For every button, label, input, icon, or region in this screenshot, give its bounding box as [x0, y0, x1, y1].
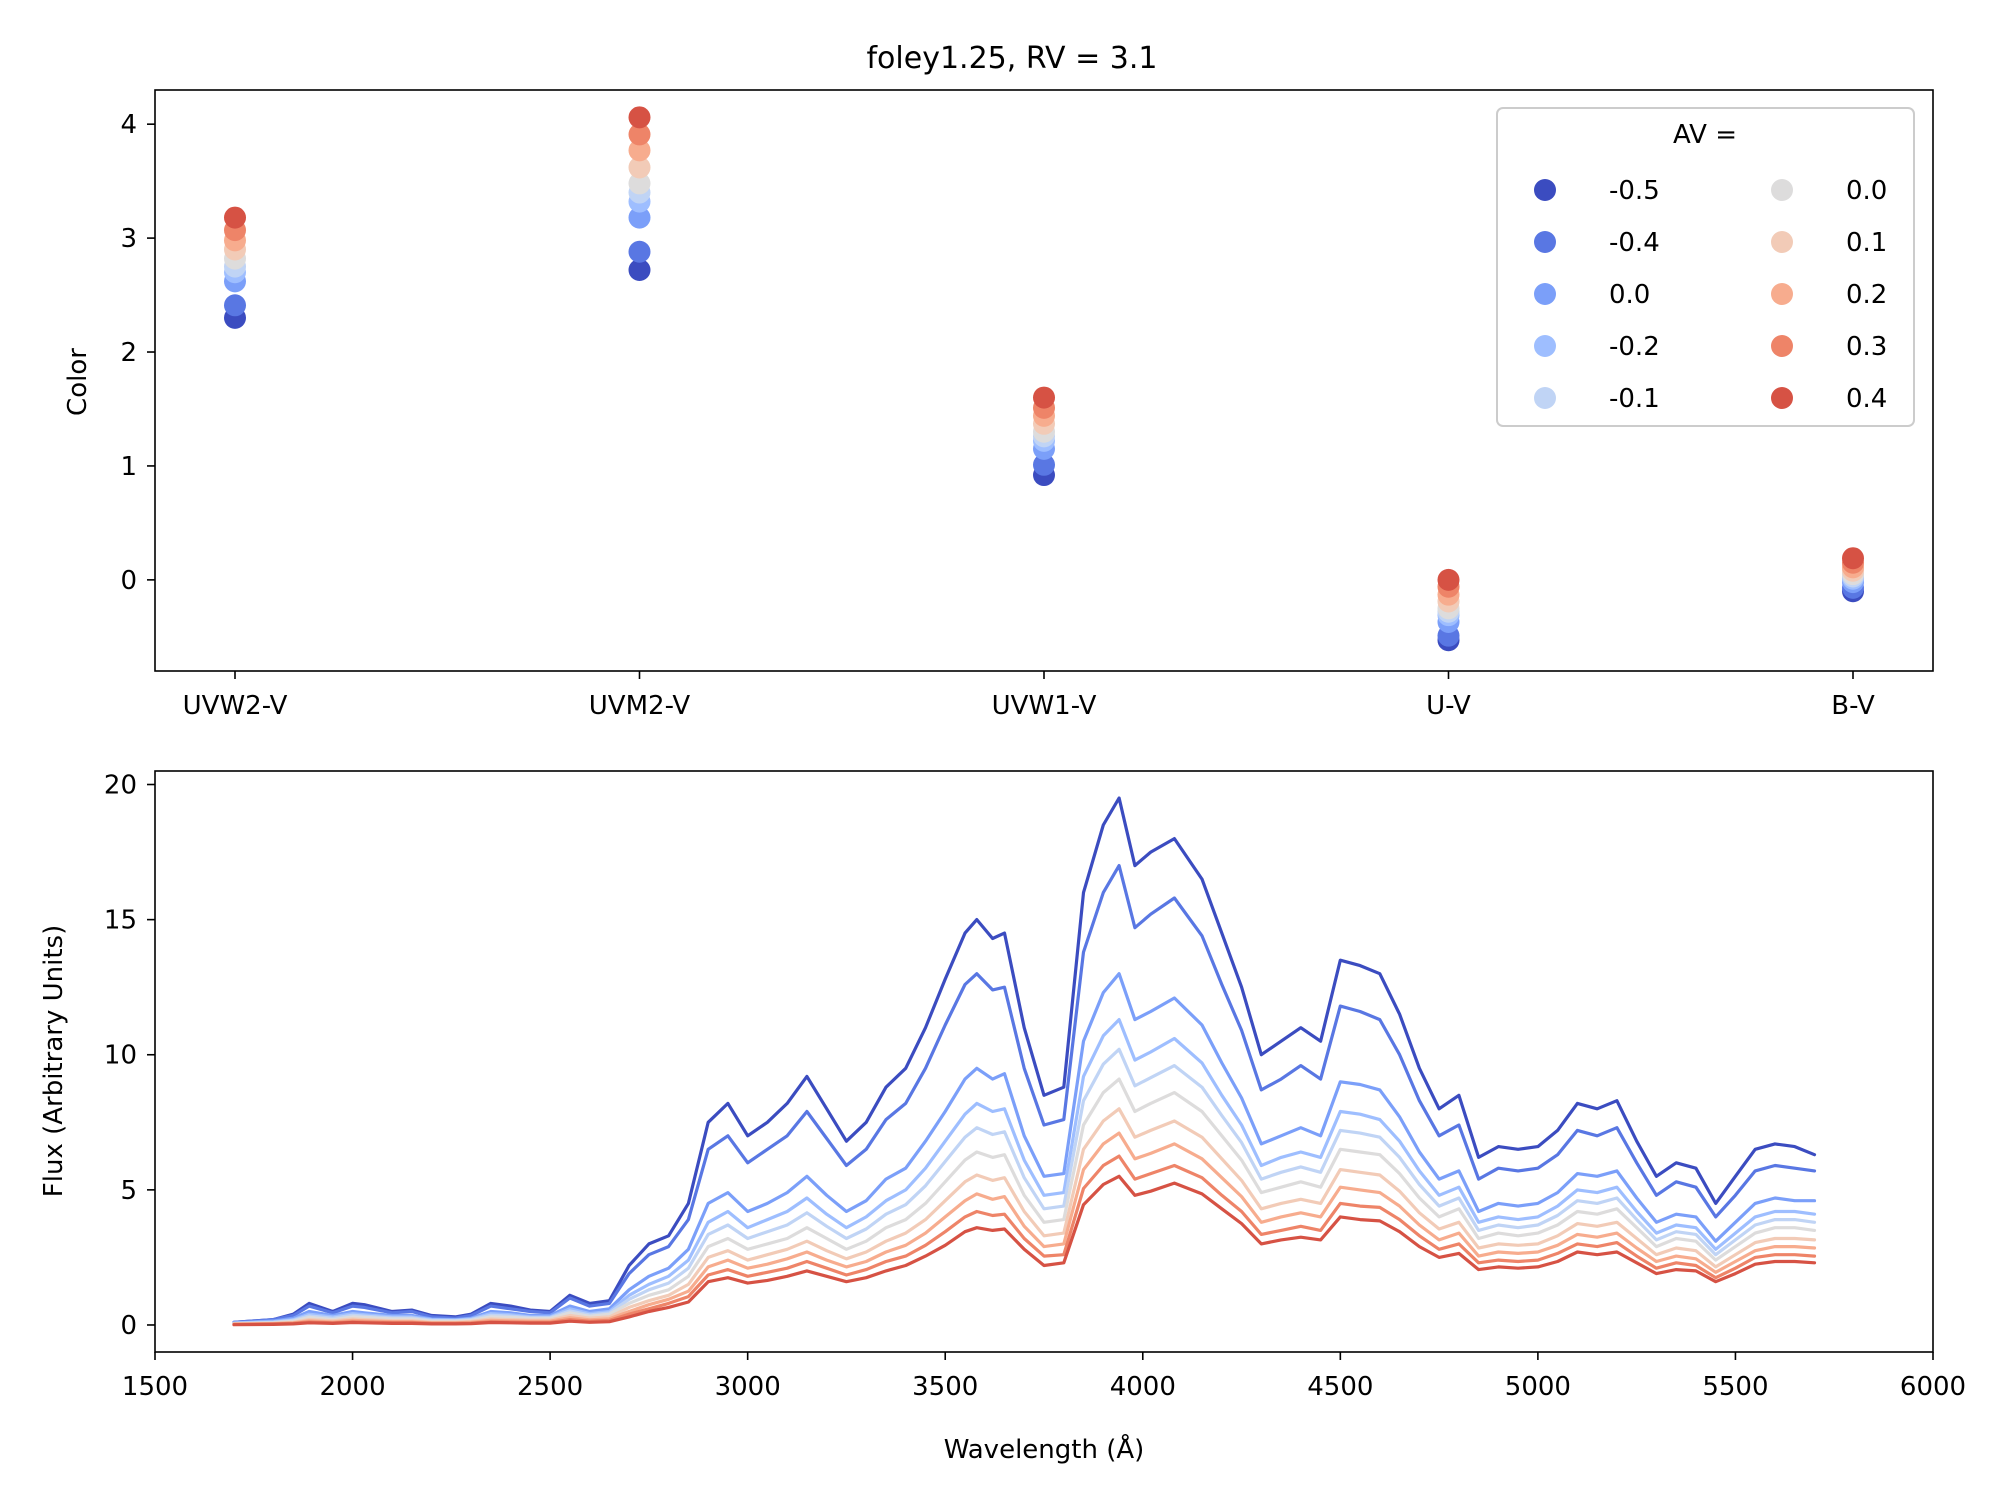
color-axes: UVW2-V UVM2-V UVW1-V U-V B-V 0 1 2 3 4	[120, 110, 1875, 721]
color-point	[628, 258, 651, 281]
legend-label: -0.2	[1609, 332, 1660, 362]
y-tick-label: 20	[104, 771, 137, 801]
color-point	[628, 139, 651, 162]
legend-label: 0.4	[1846, 384, 1887, 414]
x-tick-label: 4000	[1110, 1372, 1176, 1402]
legend-marker	[1534, 179, 1556, 201]
legend-frame	[1496, 107, 1915, 427]
legend-label: 0.3	[1846, 332, 1887, 362]
x-tick-label: UVW1-V	[992, 691, 1097, 721]
color-point	[628, 240, 651, 263]
x-tick-label: 5500	[1702, 1372, 1768, 1402]
flux-series-line	[232, 863, 1817, 1324]
color-point	[628, 156, 651, 179]
x-tick-label: U-V	[1426, 691, 1471, 721]
legend-marker	[1771, 387, 1793, 409]
chart-title: foley1.25, RV = 3.1	[867, 41, 1158, 76]
flux-plot-frame	[154, 770, 1934, 1353]
color-point	[224, 294, 246, 317]
flux-line-marks	[232, 796, 1817, 1327]
y-tick-label: 5	[120, 1176, 137, 1206]
legend: AV = -0.5 -0.4 0.0 -0.2 -0.1 0.0 0.1 0.2 0.3 0.4	[1496, 107, 1915, 427]
legend-label: -0.4	[1609, 228, 1660, 258]
flux-panel: 1500 2000 2500 3000 3500 4000 4500 5000 5500 6000…	[39, 770, 1966, 1465]
x-tick-label: 2000	[319, 1372, 385, 1402]
x-tick-label: 6000	[1900, 1372, 1966, 1402]
flux-x-axis-label: Wavelength (Å)	[944, 1433, 1145, 1465]
x-tick-label: 5000	[1505, 1372, 1571, 1402]
legend-marker	[1771, 231, 1793, 253]
y-tick-label: 10	[104, 1041, 137, 1071]
y-tick-label: 2	[120, 338, 137, 368]
x-tick-label: UVW2-V	[183, 691, 288, 721]
color-point	[1842, 547, 1864, 570]
color-y-axis-label: Color	[63, 348, 93, 416]
flux-series-line	[232, 1174, 1817, 1327]
legend-marker	[1771, 179, 1793, 201]
flux-series-line	[232, 1077, 1817, 1326]
x-tick-label: UVM2-V	[589, 691, 691, 721]
legend-title: AV =	[1673, 120, 1737, 150]
x-tick-label: 1500	[122, 1372, 188, 1402]
color-scatter-marks	[224, 106, 1864, 652]
legend-label: 0.0	[1846, 176, 1887, 206]
legend-label: 0.0	[1609, 280, 1650, 310]
legend-marker	[1534, 283, 1556, 305]
legend-label: 0.2	[1846, 280, 1887, 310]
color-point	[628, 206, 651, 229]
color-point	[628, 123, 651, 146]
x-tick-label: 2500	[517, 1372, 583, 1402]
color-panel: foley1.25, RV = 3.1 UVW2-V UVM2-V UVW1-V U-…	[63, 41, 1934, 721]
x-tick-label: 3000	[715, 1372, 781, 1402]
legend-marker	[1534, 335, 1556, 357]
y-tick-label: 1	[120, 452, 137, 482]
legend-label: -0.5	[1609, 176, 1660, 206]
y-tick-label: 4	[120, 110, 137, 140]
legend-marker	[1534, 387, 1556, 409]
color-point	[1033, 386, 1055, 409]
color-plot-frame	[154, 89, 1934, 672]
color-point	[628, 106, 651, 129]
color-point	[628, 172, 651, 195]
y-tick-label: 0	[120, 566, 137, 596]
x-tick-label: 4500	[1307, 1372, 1373, 1402]
flux-y-axis-label: Flux (Arbitrary Units)	[39, 925, 69, 1197]
y-tick-label: 3	[120, 224, 137, 254]
legend-entries: -0.5 -0.4 0.0 -0.2 -0.1 0.0 0.1 0.2 0.3 0.4	[1534, 176, 1887, 414]
x-tick-label: B-V	[1831, 691, 1875, 721]
y-tick-label: 0	[120, 1311, 137, 1341]
color-point	[1033, 453, 1055, 476]
legend-label: 0.1	[1846, 228, 1887, 258]
color-point	[1437, 568, 1460, 591]
x-tick-label: 3500	[912, 1372, 978, 1402]
color-point	[224, 206, 246, 229]
legend-marker	[1534, 231, 1556, 253]
flux-axes: 1500 2000 2500 3000 3500 4000 4500 5000 5500 6000…	[104, 771, 1966, 1402]
legend-marker	[1771, 283, 1793, 305]
flux-series-line	[232, 796, 1817, 1324]
legend-marker	[1771, 335, 1793, 357]
y-tick-label: 15	[104, 906, 137, 936]
flux-series-line	[232, 972, 1817, 1325]
legend-label: -0.1	[1609, 384, 1660, 414]
